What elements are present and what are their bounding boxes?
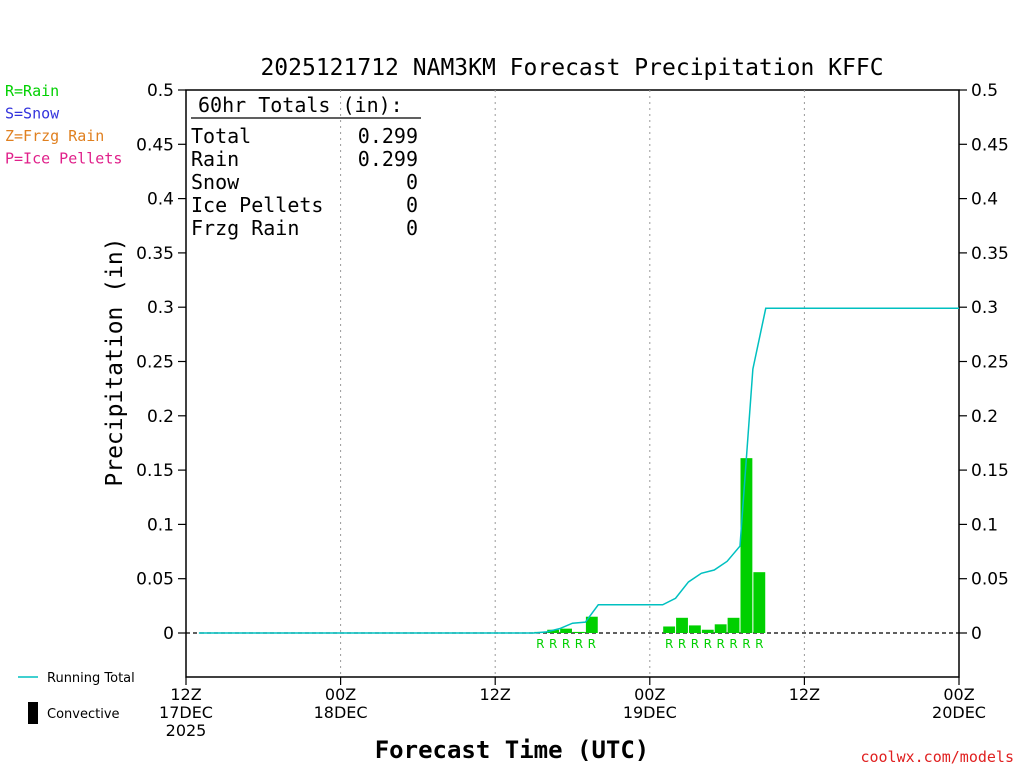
ptype-label: R	[678, 637, 686, 651]
x-tick-label: 00Z	[634, 685, 665, 704]
ptype-label: R	[575, 637, 583, 651]
ptype-label: R	[562, 637, 570, 651]
y-tick-label-right: 0.05	[971, 570, 1009, 590]
ptype-label: R	[536, 637, 544, 651]
x-tick-label: 17DEC	[159, 703, 213, 722]
y-tick-label: 0.1	[147, 515, 174, 535]
x-tick-label: 20DEC	[932, 703, 986, 722]
precip-bar	[727, 617, 740, 633]
y-tick-label-right: 0.3	[971, 298, 998, 318]
ptype-legend-item: P=Ice Pellets	[5, 150, 122, 168]
x-tick-label: 18DEC	[314, 703, 368, 722]
precip-bar	[688, 625, 701, 633]
x-tick-label: 12Z	[480, 685, 511, 704]
totals-heading: 60hr Totals (in):	[198, 93, 403, 117]
ptype-label: R	[665, 637, 673, 651]
y-axis-right: 0 0.05 0.1 0.15 0.2 0.25 0.3 0.35 0.4 0.45 0.5	[959, 81, 1009, 644]
x-tick-label: 2025	[166, 721, 207, 740]
totals-row-value: 0	[406, 170, 418, 194]
y-axis-left: 0 0.05 0.1 0.15 0.2 0.25 0.3 0.35 0.4 0.45 0.5	[136, 81, 186, 644]
totals-row-value: 0.299	[358, 124, 418, 148]
y-tick-label-right: 0.5	[971, 81, 998, 101]
y-tick-label: 0.3	[147, 298, 174, 318]
y-tick-label: 0	[163, 624, 174, 644]
y-tick-label: 0.4	[147, 190, 174, 210]
y-tick-label-right: 0.1	[971, 515, 998, 535]
y-tick-label: 0.45	[136, 135, 174, 155]
y-tick-label-right: 0.25	[971, 353, 1009, 373]
precip-bar	[676, 617, 688, 633]
totals-row-value: 0.299	[358, 147, 418, 171]
y-tick-label: 0.2	[147, 407, 174, 427]
ptype-legend-item: R=Rain	[5, 82, 59, 100]
bottom-legend: Running Total Convective	[18, 671, 135, 724]
y-tick-label: 0.25	[136, 353, 174, 373]
totals-row-label: Rain	[191, 147, 239, 171]
totals-row-label: Total	[191, 124, 251, 148]
y-tick-label-right: 0.2	[971, 407, 998, 427]
precip-bar	[714, 624, 727, 633]
ptype-label: R	[755, 637, 763, 651]
legend-label: Convective	[47, 707, 120, 722]
ptype-label: R	[549, 637, 557, 651]
x-tick-label: 12Z	[170, 685, 201, 704]
totals-row-value: 0	[406, 193, 418, 217]
x-tick-label: 12Z	[789, 685, 820, 704]
totals-row-label: Frzg Rain	[191, 216, 299, 240]
running-total-line	[198, 307, 959, 634]
precip-bar	[585, 616, 598, 633]
totals-row-value: 0	[406, 216, 418, 240]
precip-bar	[740, 458, 753, 633]
x-axis-label: Forecast Time (UTC)	[375, 736, 650, 764]
y-axis-label: Precipitation (in)	[102, 237, 128, 486]
x-tick-label: 19DEC	[623, 703, 677, 722]
ptype-label: R	[704, 637, 712, 651]
plot-frame	[185, 89, 960, 678]
precip-bar	[547, 629, 560, 633]
precip-bar	[753, 572, 766, 633]
ptype-label: R	[588, 637, 596, 651]
grid-lines	[340, 90, 805, 677]
y-tick-label-right: 0.15	[971, 461, 1009, 481]
precip-bar	[573, 631, 585, 633]
precip-bar	[701, 629, 714, 633]
y-tick-label-right: 0.35	[971, 244, 1009, 264]
precip-bar	[663, 626, 676, 633]
ptype-legend: R=Rain S=Snow Z=Frzg Rain P=Ice Pellets	[5, 82, 122, 168]
ptype-label: R	[716, 637, 724, 651]
x-tick-label: 00Z	[325, 685, 356, 704]
ptype-legend-item: S=Snow	[5, 105, 60, 123]
precip-bar	[560, 628, 572, 633]
y-tick-label: 0.35	[136, 244, 174, 264]
y-tick-label-right: 0.4	[971, 190, 998, 210]
chart-title: 2025121712 NAM3KM Forecast Precipitation…	[260, 55, 883, 81]
y-tick-label-right: 0	[971, 624, 982, 644]
y-tick-label: 0.05	[136, 570, 174, 590]
y-tick-label: 0.5	[147, 81, 174, 101]
ptype-legend-item: Z=Frzg Rain	[5, 127, 104, 145]
totals-row-label: Ice Pellets	[191, 193, 323, 217]
y-tick-label-right: 0.45	[971, 135, 1009, 155]
ptype-label: R	[742, 637, 750, 651]
ptype-label: R	[729, 637, 737, 651]
x-tick-label: 00Z	[943, 685, 974, 704]
y-tick-label: 0.15	[136, 461, 174, 481]
credit-text: coolwx.com/models	[860, 748, 1014, 766]
totals-row-label: Snow	[191, 170, 240, 194]
ptype-label: R	[691, 637, 699, 651]
legend-label: Running Total	[47, 671, 135, 686]
totals-box: 60hr Totals (in): Total 0.299 Rain 0.299 Sno…	[191, 93, 421, 240]
legend-bar-swatch	[28, 702, 38, 724]
